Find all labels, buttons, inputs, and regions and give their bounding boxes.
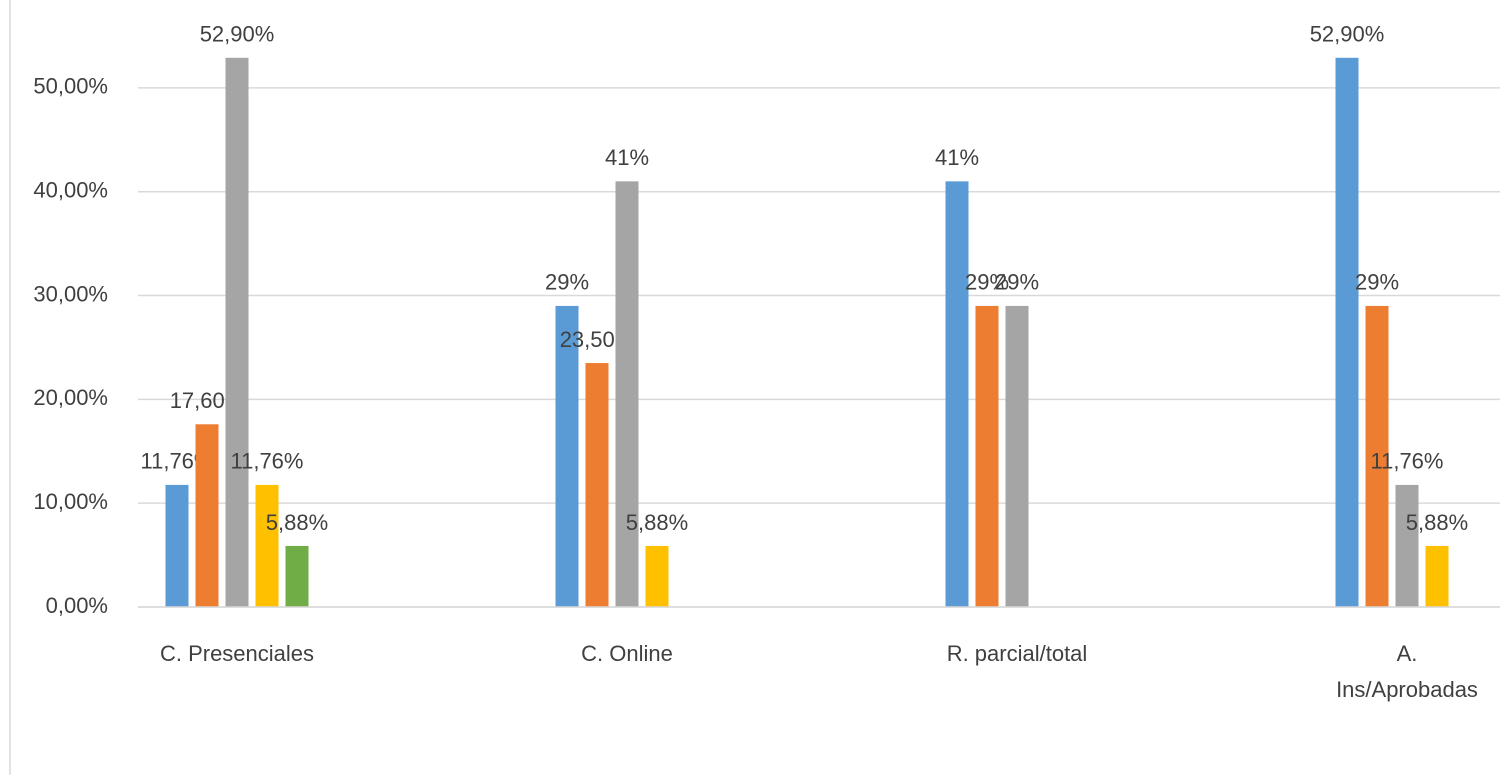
data-label: 29% [545, 270, 589, 295]
data-label: 29% [1355, 270, 1399, 295]
x-tick-label: C. Online [581, 641, 673, 666]
bar [975, 305, 999, 607]
y-tick-label: 20,00% [33, 385, 108, 410]
bar [1005, 305, 1029, 607]
y-tick-label: 40,00% [33, 178, 108, 203]
bar [555, 305, 579, 607]
data-label: 5,88% [626, 510, 688, 535]
bar [195, 424, 219, 607]
y-tick-label: 30,00% [33, 281, 108, 306]
bar [165, 484, 189, 607]
bar [225, 57, 249, 607]
data-label: 11,76% [1371, 449, 1444, 474]
bar [645, 545, 669, 607]
data-label: 52,90% [1310, 22, 1385, 47]
data-label: 41% [935, 145, 979, 170]
data-label: 41% [605, 145, 649, 170]
bar [615, 181, 639, 607]
bar [585, 363, 609, 607]
data-label: 5,88% [266, 510, 328, 535]
y-tick-label: 0,00% [46, 593, 108, 618]
bar [945, 181, 969, 607]
x-tick-label: R. parcial/total [947, 641, 1088, 666]
bar [1365, 305, 1389, 607]
x-tick-label: C. Presenciales [160, 641, 314, 666]
data-label: 52,90% [200, 22, 275, 47]
x-tick-label: A. Ins/Aprobadas [1336, 641, 1478, 702]
bar [1335, 57, 1359, 607]
bar [1425, 545, 1449, 607]
data-label: 5,88% [1406, 510, 1468, 535]
bar [1395, 484, 1419, 607]
data-label: 29% [965, 270, 1009, 295]
y-tick-label: 50,00% [33, 74, 108, 99]
data-label: 29% [995, 270, 1039, 295]
bar [285, 545, 309, 607]
y-tick-label: 10,00% [33, 489, 108, 514]
data-label: 11,76% [231, 449, 304, 474]
bar [255, 484, 279, 607]
